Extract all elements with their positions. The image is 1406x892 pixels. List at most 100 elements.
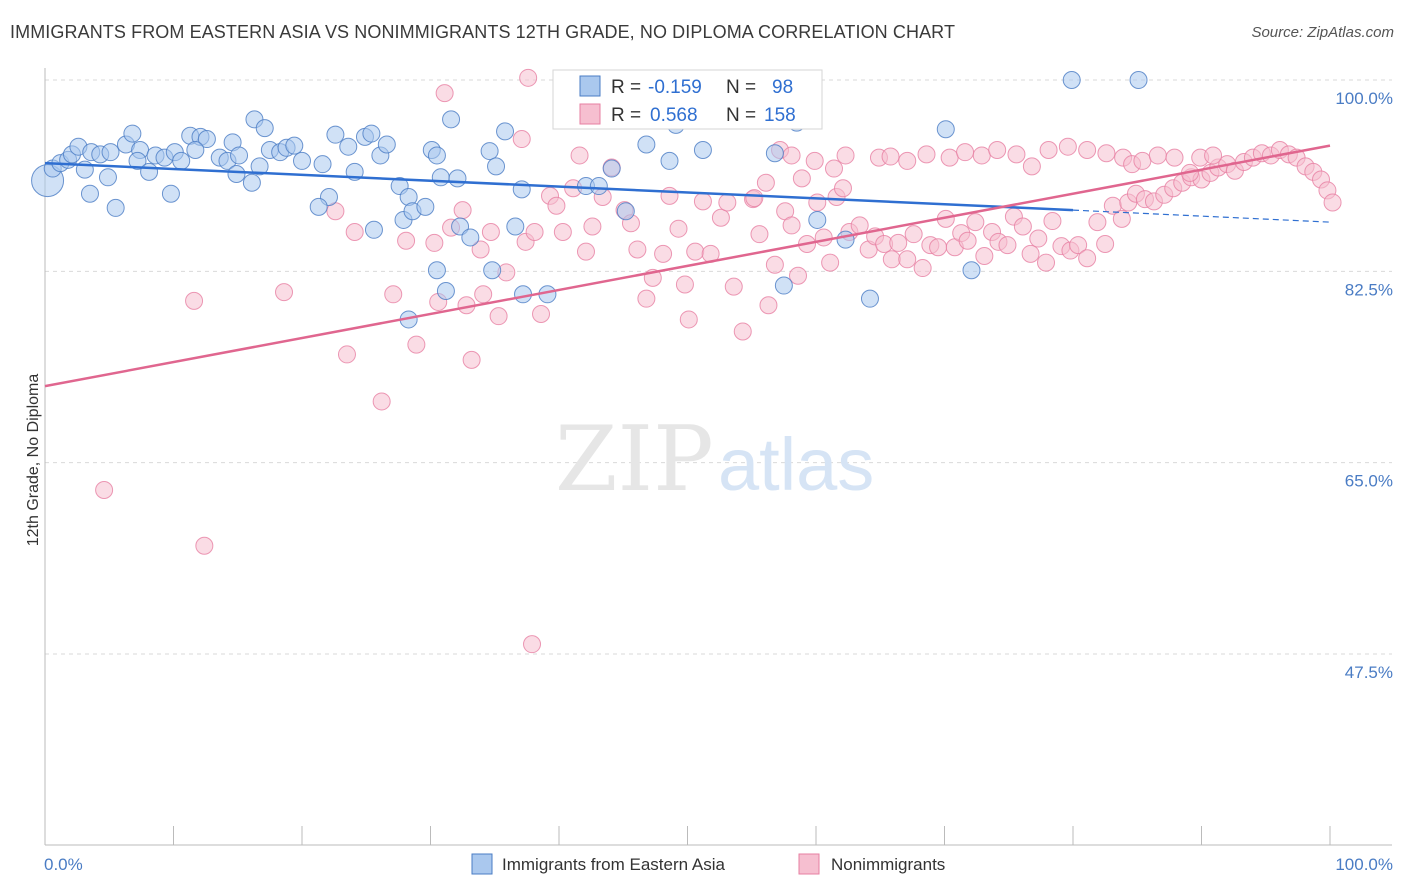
immigrants-point-65	[487, 157, 506, 176]
nonimmigrants-point-40	[628, 240, 647, 259]
immigrants-point-33	[250, 157, 269, 176]
nonimmigrants-point-6	[345, 222, 364, 241]
nonimmigrants-point-3	[275, 283, 294, 302]
nonimmigrants-point-45	[669, 219, 688, 238]
nonimmigrants-point-153	[1148, 146, 1167, 165]
nonimmigrants-point-138	[898, 151, 917, 170]
immigrants-point-39	[285, 136, 304, 155]
nonimmigrants-point-102	[1112, 209, 1131, 228]
nonimmigrants-point-141	[956, 143, 975, 162]
nonimmigrants-point-157	[1204, 146, 1223, 165]
stat-blue-n-label: N =	[726, 77, 756, 98]
trend-lines	[44, 144, 1331, 388]
immigrants-point-48	[362, 124, 381, 143]
nonimmigrants-point-88	[998, 236, 1017, 255]
immigrants-point-31	[227, 165, 246, 184]
immigrants-point-20	[161, 184, 180, 203]
nonimmigrants-point-57	[759, 296, 778, 315]
immigrants-point-88	[765, 144, 784, 163]
nonimmigrants-point-7	[372, 392, 391, 411]
nonimmigrants-point-9	[397, 231, 416, 250]
nonimmigrants-point-27	[525, 222, 544, 241]
nonimmigrants-point-48	[686, 242, 705, 261]
immigrants-point-10	[80, 184, 99, 203]
immigrants-point-50	[377, 135, 396, 154]
legend-label-immigrants: Immigrants from Eastern Asia	[502, 855, 726, 874]
immigrants-point-16	[128, 151, 147, 170]
immigrants-point-61	[451, 217, 470, 236]
immigrants-point-12	[106, 198, 125, 217]
immigrants-point-96	[962, 261, 981, 280]
stat-pink-n-value: 158	[764, 105, 796, 126]
nonimmigrants-point-79	[929, 238, 948, 257]
immigrants-point-68	[506, 217, 525, 236]
nonimmigrants-point-33	[570, 146, 589, 165]
nonimmigrants-point-54	[733, 322, 752, 341]
nonimmigrants-point-100	[1096, 235, 1115, 253]
nonimmigrants-point-142	[972, 146, 991, 165]
source-credit: Source: ZipAtlas.com	[1251, 24, 1394, 41]
nonimmigrants-point-46	[675, 275, 694, 294]
immigrants-point-66	[496, 122, 515, 141]
legend-swatch-blue	[471, 853, 493, 875]
nonimmigrants-point-49	[693, 192, 712, 211]
immigrants-point-11	[98, 168, 117, 187]
nonimmigrants-point-154	[1165, 148, 1184, 167]
nonimmigrants-point-94	[1043, 212, 1062, 231]
nonimmigrants-point-2	[195, 536, 214, 555]
nonimmigrants-point-133	[792, 169, 811, 188]
stat-pink-r-value: 0.568	[650, 105, 698, 126]
immigrants-point-82	[660, 151, 679, 170]
immigrants-point-44	[326, 125, 345, 144]
nonimmigrants-point-31	[553, 222, 572, 241]
nonimmigrants-point-8	[384, 285, 403, 304]
nonimmigrants-point-28	[532, 304, 551, 323]
stat-pink-n-label: N =	[726, 105, 756, 126]
nonimmigrants-point-19	[474, 285, 493, 304]
nonimmigrants-point-17	[462, 350, 481, 369]
nonimmigrants-point-132	[805, 151, 824, 170]
immigrants-point-80	[616, 202, 635, 221]
immigrants-point-40	[293, 151, 311, 170]
nonimmigrants-point-75	[898, 250, 917, 269]
immigrants-point-79	[602, 159, 621, 178]
immigrants-point-92	[860, 289, 879, 308]
nonimmigrants-point-98	[1078, 249, 1097, 268]
x-tick-labels: 0.0% 100.0%	[44, 855, 1393, 874]
nonimmigrants-point-25	[512, 130, 531, 149]
trend-line-nonimmigrants	[44, 144, 1331, 388]
nonimmigrants-point-51	[711, 208, 730, 227]
immigrants-point-35	[255, 119, 274, 138]
nonimmigrants-point-146	[1039, 140, 1058, 159]
nonimmigrants-point-44	[660, 186, 679, 205]
immigrants-point-9	[101, 143, 120, 162]
nonimmigrants-point-97	[1069, 236, 1088, 255]
immigrants-point-95	[1129, 71, 1148, 89]
trend-line-immigrants-extension	[1072, 209, 1331, 223]
legend-label-nonimmigrants: Nonimmigrants	[831, 855, 945, 874]
nonimmigrants-point-90	[1013, 217, 1032, 236]
immigrants-point-22	[172, 151, 191, 170]
nonimmigrants-point-143	[988, 140, 1007, 159]
immigrants-point-64	[480, 142, 499, 161]
nonimmigrants-point-5	[337, 345, 356, 364]
stat-blue-n-value: 98	[772, 77, 793, 98]
nonimmigrants-point-77	[913, 259, 932, 278]
immigrants-point-59	[427, 146, 446, 165]
nonimmigrants-point-18	[471, 240, 490, 259]
y-tick-label-2: 82.5%	[1345, 280, 1393, 299]
immigrants-point-56	[416, 197, 435, 216]
nonimmigrants-point-128	[756, 173, 775, 192]
nonimmigrants-point-99	[1088, 213, 1107, 232]
nonimmigrants-point-52	[718, 193, 737, 212]
immigrants-point-45	[339, 137, 358, 156]
nonimmigrants-point-60	[782, 216, 801, 235]
immigrants-point-93	[936, 120, 955, 139]
y-axis-label: 12th Grade, No Diploma	[25, 374, 42, 547]
nonimmigrants-point-147	[1058, 137, 1077, 156]
nonimmigrants-point-131	[782, 146, 801, 165]
nonimmigrants-point-20	[481, 222, 500, 241]
immigrants-point-94	[1062, 71, 1081, 89]
nonimmigrants-point-56	[750, 225, 769, 244]
